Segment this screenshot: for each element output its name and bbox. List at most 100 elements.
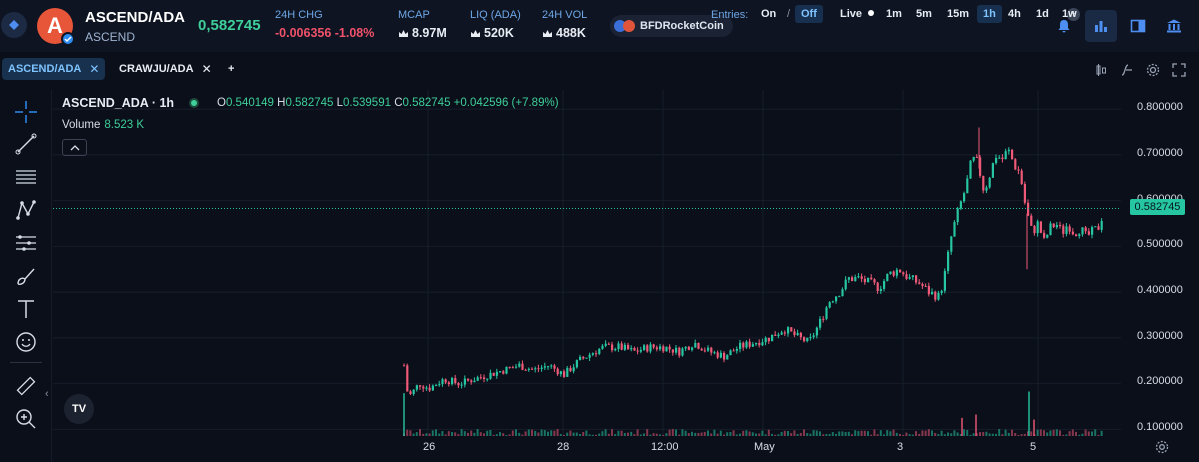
timeframe-1w[interactable]: 1w bbox=[1062, 8, 1077, 20]
text-tool[interactable] bbox=[12, 295, 40, 323]
volume-bar bbox=[1059, 430, 1061, 436]
indicators-icon[interactable] bbox=[1120, 63, 1134, 77]
volume-bar bbox=[777, 434, 780, 436]
fullscreen-icon[interactable] bbox=[1172, 63, 1186, 77]
volume-bar bbox=[591, 434, 594, 436]
timeframe-1m[interactable]: 1m bbox=[886, 8, 902, 20]
candle-body bbox=[515, 366, 518, 368]
trend-line-tool[interactable] bbox=[12, 130, 40, 158]
crosshair-tool[interactable] bbox=[12, 98, 40, 126]
bank-button[interactable] bbox=[1158, 10, 1190, 42]
pattern-tool[interactable] bbox=[12, 196, 40, 224]
volume-bar bbox=[1097, 434, 1100, 436]
candle-type-icon[interactable] bbox=[1094, 63, 1108, 77]
candle-body bbox=[732, 350, 735, 352]
timeframe-15m[interactable]: 15m bbox=[947, 8, 970, 20]
close-icon[interactable]: ✕ bbox=[89, 62, 100, 76]
volume-bar bbox=[540, 429, 543, 436]
candle-body bbox=[963, 193, 966, 202]
y-tick: 0.500000 bbox=[1137, 238, 1183, 250]
candle-body bbox=[710, 347, 713, 353]
volume-bar bbox=[790, 433, 793, 436]
close-icon[interactable]: ✕ bbox=[201, 62, 212, 76]
add-tab-button[interactable]: + bbox=[222, 58, 240, 80]
axis-settings-gear-icon[interactable] bbox=[1155, 440, 1169, 454]
candle-body bbox=[646, 345, 649, 352]
volume-bar bbox=[767, 429, 770, 436]
collapse-legend-button[interactable] bbox=[62, 139, 87, 156]
volume-bar bbox=[515, 429, 517, 436]
stat-value: 488K bbox=[556, 26, 586, 40]
entries-on-button[interactable]: On bbox=[761, 8, 777, 20]
forecast-tool[interactable] bbox=[12, 229, 40, 257]
live-label: Live bbox=[840, 8, 863, 20]
volume-bar bbox=[1028, 391, 1030, 436]
chart-view-button[interactable] bbox=[1085, 10, 1117, 42]
volume-bar bbox=[799, 432, 802, 436]
candle-body bbox=[636, 350, 639, 352]
volume-bar bbox=[927, 429, 930, 436]
candle-body bbox=[745, 341, 748, 348]
close-label: C bbox=[394, 97, 403, 109]
candle-body bbox=[531, 368, 534, 370]
volume-bar bbox=[937, 434, 940, 436]
timeframe-1d[interactable]: 1d bbox=[1036, 8, 1049, 20]
volume-bar bbox=[873, 429, 876, 436]
volume-bar bbox=[905, 432, 908, 436]
candle-body bbox=[895, 269, 898, 276]
stat-24h-change: 24H CHG -0.006356 -1.08% bbox=[275, 9, 374, 40]
notifications-add-badge[interactable]: + bbox=[1067, 8, 1080, 21]
candle-body bbox=[579, 356, 582, 361]
tab-ascend-ada[interactable]: ASCEND/ADA ✕ bbox=[2, 58, 106, 80]
close-value: 0.582745 bbox=[402, 97, 451, 109]
volume-bar bbox=[1065, 434, 1068, 436]
volume-bar bbox=[703, 431, 706, 436]
notifications-button[interactable] bbox=[1048, 10, 1080, 42]
candle-body bbox=[767, 337, 770, 342]
candle-body bbox=[1068, 226, 1071, 232]
volume-bar bbox=[796, 433, 799, 436]
candle-body bbox=[1062, 225, 1065, 234]
stat-value-row: 520K bbox=[470, 26, 521, 40]
menu-shield-icon[interactable] bbox=[1, 12, 27, 38]
candle-body bbox=[905, 274, 908, 279]
volume-bar bbox=[806, 433, 809, 436]
timeframe-1h[interactable]: 1h bbox=[977, 5, 1002, 23]
volume-bar bbox=[943, 434, 946, 436]
volume-bar bbox=[979, 432, 981, 436]
ruler-tool[interactable] bbox=[12, 372, 40, 400]
tradingview-logo[interactable]: TV bbox=[64, 394, 94, 424]
volume-bar bbox=[819, 431, 821, 436]
timeframe-4h[interactable]: 4h bbox=[1008, 8, 1021, 20]
paired-token-pill[interactable]: BFDRocketCoin bbox=[610, 15, 733, 37]
price-chart[interactable] bbox=[53, 90, 1128, 436]
entries-off-button[interactable]: Off bbox=[795, 5, 823, 23]
collapse-toolbar-arrow-icon[interactable]: ‹ bbox=[45, 388, 49, 400]
settings-gear-icon[interactable] bbox=[1146, 63, 1160, 77]
candle-body bbox=[611, 344, 614, 351]
brush-tool[interactable] bbox=[12, 262, 40, 290]
candle-body bbox=[649, 344, 652, 352]
volume-bar bbox=[956, 432, 959, 436]
token-logo-letter: A bbox=[47, 13, 63, 38]
zoom-tool[interactable] bbox=[12, 405, 40, 433]
live-button[interactable]: Live bbox=[836, 5, 878, 23]
volume-bar bbox=[719, 430, 722, 436]
volume-bar bbox=[595, 434, 597, 436]
chart-area[interactable] bbox=[0, 90, 1199, 462]
timeframe-5m[interactable]: 5m bbox=[916, 8, 932, 20]
volume-bar bbox=[713, 429, 716, 436]
candle-body bbox=[444, 379, 447, 383]
volume-bar bbox=[998, 429, 1001, 436]
candle-body bbox=[857, 276, 860, 278]
candle-body bbox=[694, 342, 697, 348]
volume-bar bbox=[915, 431, 917, 436]
emoji-tool[interactable] bbox=[12, 328, 40, 356]
fib-tool[interactable] bbox=[12, 163, 40, 191]
tab-crawju-ada[interactable]: CRAWJU/ADA ✕ bbox=[113, 58, 218, 80]
volume-value: 8.523 K bbox=[104, 119, 145, 131]
volume-bar bbox=[969, 434, 972, 436]
candle-body bbox=[953, 222, 956, 237]
layout-button[interactable] bbox=[1122, 10, 1154, 42]
candle-body bbox=[409, 391, 412, 394]
